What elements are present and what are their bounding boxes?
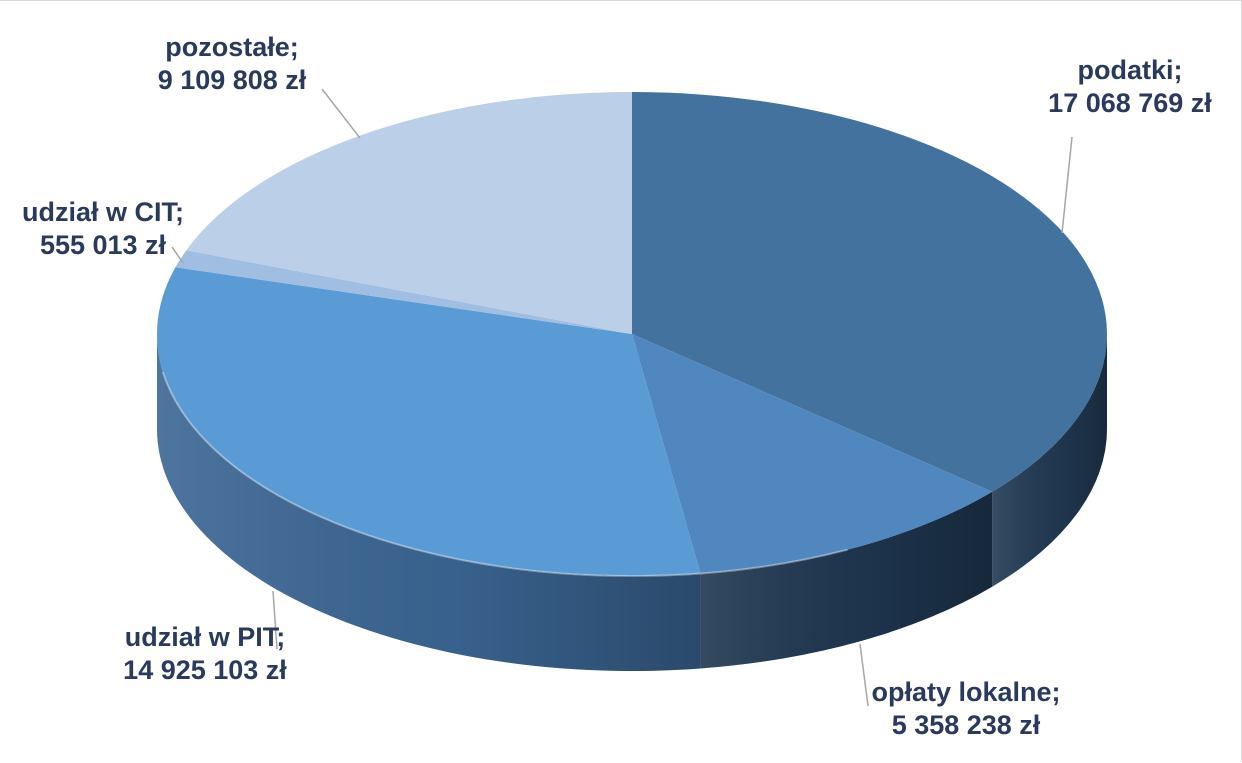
data-label-name: udział w CIT; <box>22 197 184 227</box>
pie-slice-pozostałe <box>186 92 632 334</box>
data-label-name: udział w PIT; <box>125 622 286 652</box>
data-label-value: 17 068 769 zł <box>1048 88 1212 118</box>
pie-rim-highlight <box>161 371 848 577</box>
data-label-name: pozostałe; <box>165 32 299 62</box>
pie-side-shade-2 <box>157 334 701 672</box>
leader-line-2 <box>272 590 278 650</box>
data-label-value: 5 358 238 zł <box>892 710 1041 740</box>
data-label-name: podatki; <box>1078 55 1183 85</box>
pie-slice-podatki <box>632 92 1107 492</box>
leader-line-1 <box>859 643 869 707</box>
data-label-value: 9 109 808 zł <box>158 65 307 95</box>
data-labels: podatki;17 068 769 zł opłaty lokalne;5 35… <box>22 32 1212 740</box>
leader-line-4 <box>321 88 361 139</box>
leader-line-0 <box>1061 136 1073 234</box>
pie-side-shade-1 <box>700 491 993 669</box>
pie-top <box>157 92 1107 577</box>
pie-slice-opłaty-lokalne <box>632 334 993 574</box>
data-label-value: 14 925 103 zł <box>123 655 287 685</box>
leader-lines <box>171 88 1073 707</box>
pie-side-shade-0 <box>992 334 1107 587</box>
pie-sides <box>157 334 1107 672</box>
pie-slice-udział-w-CIT <box>175 250 632 334</box>
leader-line-3 <box>171 246 184 264</box>
data-label-value: 555 013 zł <box>40 230 167 260</box>
pie-slice-udział-w-PIT <box>157 267 701 577</box>
data-label-name: opłaty lokalne; <box>871 677 1060 707</box>
